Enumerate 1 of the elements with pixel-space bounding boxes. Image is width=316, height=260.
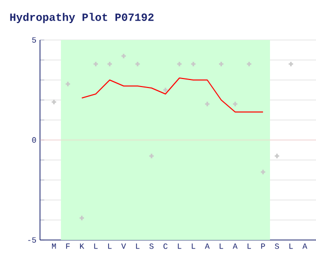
chart-title: Hydropathy Plot P07192 — [10, 12, 154, 24]
